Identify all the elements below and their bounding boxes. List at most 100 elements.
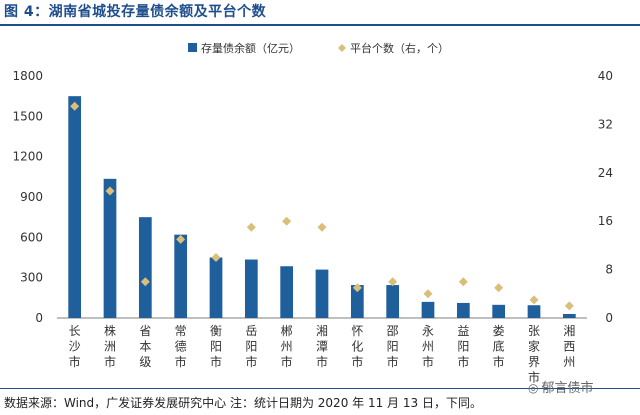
wechat-icon: ◎ [528, 381, 539, 395]
category-label-char: 州 [281, 340, 293, 354]
category-label-char: 市 [104, 354, 116, 369]
bar [562, 313, 576, 318]
category-label-char: 州 [422, 340, 434, 354]
bar [103, 178, 117, 318]
category-label-char: 市 [387, 354, 399, 369]
category-label-char: 怀 [351, 324, 363, 338]
platform-marker [388, 277, 398, 287]
category-label-char: 市 [528, 370, 540, 385]
category-label-char: 市 [281, 354, 293, 369]
platform-marker [458, 277, 468, 287]
category-label-char: 长 [69, 324, 81, 338]
right-tick-label: 40 [598, 69, 613, 83]
category-label-char: 市 [316, 354, 328, 369]
right-tick-label: 32 [598, 117, 613, 131]
platform-marker [564, 301, 574, 311]
platform-marker [70, 101, 80, 111]
category-label-char: 洲 [104, 340, 116, 354]
category-label-char: 阳 [245, 340, 257, 354]
category-label-char: 市 [422, 354, 434, 369]
category-label-char: 市 [210, 354, 222, 369]
left-tick-label: 1800 [12, 69, 43, 83]
category-label-char: 岳 [245, 324, 257, 338]
category-label-char: 阳 [457, 340, 469, 354]
left-tick-label: 0 [35, 311, 43, 325]
category-label-char: 化 [351, 340, 363, 354]
bar [456, 302, 470, 318]
category-label-char: 阳 [210, 340, 222, 354]
category-label-char: 益 [457, 324, 469, 338]
bar [315, 269, 329, 318]
category-label-char: 沙 [69, 340, 81, 354]
platform-marker [211, 253, 221, 262]
category-label-char: 界 [528, 355, 540, 369]
platform-marker [529, 295, 539, 305]
right-tick-label: 8 [605, 263, 613, 277]
category-label-char: 株 [104, 323, 116, 338]
x-axis-labels: 长沙市株洲市省本级常德市衡阳市岳阳市郴州市湘潭市怀化市邵阳市永州市益阳市娄底市张… [69, 323, 576, 385]
platform-marker [140, 277, 150, 287]
legend-bar-swatch [188, 43, 197, 52]
category-label-char: 市 [69, 354, 81, 369]
category-label-char: 常 [175, 324, 187, 338]
legend-bar-label: 存量债余额（亿元） [201, 41, 300, 55]
source-note: 数据来源：Wind，广发证券发展研究中心 注：统计日期为 2020 年 11 月… [4, 396, 482, 410]
platform-marker [246, 222, 256, 232]
legend: 存量债余额（亿元） 平台个数（右，个） [188, 41, 449, 55]
platform-marker [282, 216, 292, 226]
bar [421, 301, 435, 318]
category-label-char: 市 [493, 354, 505, 369]
category-label-char: 潭 [316, 340, 328, 354]
category-label-char: 邵 [387, 324, 399, 338]
chart-axes: 0 300 600 900 1200 1500 1800 0 8 16 24 32 40 [12, 69, 613, 325]
category-label-char: 州 [563, 355, 575, 369]
left-tick-label: 600 [20, 230, 43, 244]
title-divider [0, 24, 640, 26]
category-label-char: 郴 [281, 324, 293, 338]
platform-marker [423, 289, 433, 299]
right-tick-label: 16 [598, 214, 613, 228]
category-label-char: 市 [351, 354, 363, 369]
bar [244, 259, 258, 318]
category-label-char: 底 [493, 339, 505, 354]
category-label-char: 家 [528, 339, 540, 354]
platform-marker [494, 283, 504, 293]
left-tick-label: 300 [20, 271, 43, 285]
platform-marker [352, 283, 362, 293]
legend-marker-label: 平台个数（右，个） [350, 41, 449, 55]
category-label-char: 娄 [493, 323, 505, 338]
category-label-char: 张 [528, 324, 540, 338]
category-label-char: 德 [175, 339, 187, 354]
bar [350, 285, 364, 318]
legend-marker-swatch [338, 44, 346, 52]
debt-balance-platform-chart: 存量债余额（亿元） 平台个数（右，个） 0 300 600 900 1200 1500 180… [12, 41, 613, 385]
left-tick-label: 900 [20, 190, 43, 204]
bar [138, 217, 152, 318]
bar [386, 285, 400, 318]
category-label-char: 湘 [316, 323, 328, 338]
bar [174, 234, 188, 318]
left-tick-label: 1200 [12, 150, 43, 164]
platform-marker [317, 222, 327, 232]
bar [527, 305, 541, 318]
category-label-char: 市 [245, 354, 257, 369]
bar [68, 96, 82, 319]
category-label-char: 衡 [210, 324, 222, 338]
category-label-char: 市 [457, 354, 469, 369]
category-label-char: 市 [175, 354, 187, 369]
marker-series [70, 101, 574, 311]
bar [209, 257, 223, 318]
platform-marker [176, 234, 186, 244]
right-tick-label: 0 [605, 311, 613, 325]
category-label-char: 阳 [387, 340, 399, 354]
category-label-char: 西 [563, 340, 575, 354]
footer-divider [0, 388, 640, 389]
figure-title: 图 4：湖南省城投存量债余额及平台个数 [4, 4, 267, 20]
watermark-text: 郁言债市 [541, 381, 594, 396]
platform-marker [105, 186, 115, 196]
watermark: ◎ 郁言债市 [528, 377, 594, 396]
category-label-char: 湘 [563, 323, 575, 338]
category-label-char: 本 [139, 340, 151, 354]
category-label-char: 永 [422, 324, 434, 338]
left-tick-label: 1500 [12, 109, 43, 123]
